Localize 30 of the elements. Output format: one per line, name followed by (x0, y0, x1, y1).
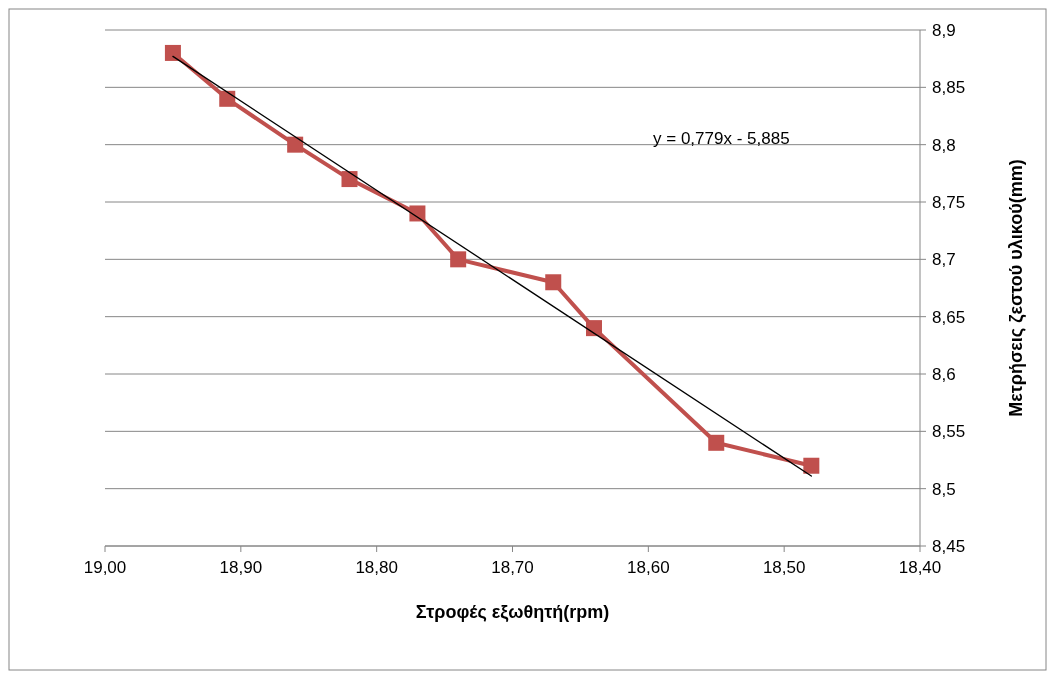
y-tick-label: 8,75 (932, 193, 966, 212)
y-tick-label: 8,55 (932, 422, 966, 442)
x-tick-label: 18,60 (627, 558, 670, 577)
y-axis-title: Μετρήσεις ζεστού υλικού(mm) (1006, 159, 1027, 417)
point (586, 320, 602, 337)
point (287, 136, 304, 153)
y-tick-label: 8,6 (932, 365, 956, 384)
point (409, 205, 426, 222)
x-tick-label: 18,80 (355, 558, 398, 577)
point (219, 90, 236, 107)
x-tick-label: 18,50 (762, 558, 806, 577)
point (708, 434, 725, 451)
y-tick-label: 8,85 (932, 78, 966, 98)
x-tick-label: 18,70 (491, 558, 534, 577)
y-tick-label: 8,8 (932, 135, 956, 155)
point (450, 251, 467, 268)
point (545, 274, 562, 291)
y-tick-label: 8,65 (932, 307, 966, 327)
y-tick-label: 8,45 (932, 537, 966, 556)
point (341, 171, 358, 188)
x-tick-label: 18,40 (898, 558, 942, 577)
annotation: y = 0,779x - 5,885 (653, 128, 790, 148)
y-tick-label: 8,7 (932, 250, 956, 270)
x-tick-label: 19,00 (83, 558, 127, 577)
point (803, 457, 820, 474)
x-axis-title: Στροφές εξωθητή(rpm) (415, 602, 610, 623)
point (164, 44, 181, 61)
x-tick-label: 18,90 (219, 558, 263, 577)
y-tick-label: 8,9 (932, 21, 956, 40)
y-tick-label: 8,5 (932, 479, 956, 499)
